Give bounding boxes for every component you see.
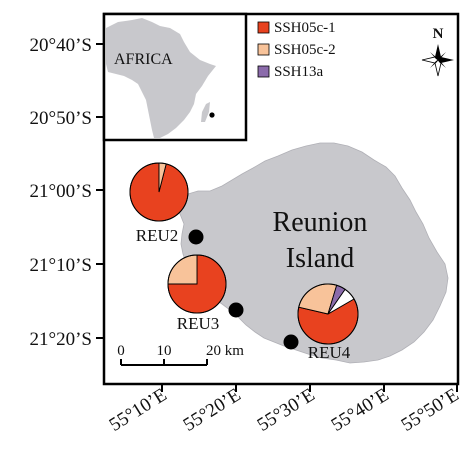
site-marker-reu4	[284, 335, 299, 350]
scale-label-20km: 20 km	[206, 343, 244, 359]
island-label-line1: Reunion	[273, 207, 368, 238]
inset-africa-label: AFRICA	[114, 51, 173, 68]
site-label-reu3: REU3	[177, 314, 220, 333]
north-label: N	[433, 26, 444, 42]
legend-label-ssh05c-2: SSH05c-2	[274, 42, 336, 58]
pie-chart-reu4	[298, 284, 358, 344]
legend-swatch-ssh13a	[258, 66, 269, 77]
site-label-reu2: REU2	[136, 226, 179, 245]
lat-label-2120: 21°20’S	[30, 329, 93, 350]
legend-swatch-ssh05c-2	[258, 44, 269, 55]
lon-label-5510: 55°10’E	[106, 384, 171, 435]
legend-swatch-ssh05c-1	[258, 22, 269, 33]
lon-label-5540: 55°40’E	[328, 384, 393, 435]
lon-label-5550: 55°50’E	[398, 384, 463, 435]
lat-label-2110: 21°10’S	[30, 255, 93, 276]
legend-label-ssh05c-1: SSH05c-1	[274, 20, 336, 36]
pie-chart-reu2	[130, 163, 188, 221]
legend-label-ssh13a: SSH13a	[274, 64, 324, 80]
site-marker-reu2	[189, 230, 204, 245]
scale-label-10: 10	[157, 343, 172, 359]
lat-label-2100: 21°00’S	[30, 181, 93, 202]
lon-label-5530: 55°30’E	[254, 384, 319, 435]
inset-reunion-marker	[209, 112, 214, 117]
pie-chart-reu3	[168, 255, 226, 313]
lon-label-5520: 55°20’E	[180, 384, 245, 435]
scale-label-0: 0	[117, 343, 125, 359]
site-label-reu4: REU4	[308, 343, 351, 362]
site-marker-reu3	[229, 303, 244, 318]
lat-label-2050: 20°50’S	[30, 108, 93, 129]
lat-label-2040: 20°40’S	[30, 35, 93, 56]
inset-map: AFRICA	[104, 14, 246, 140]
island-label-line2: Island	[286, 243, 354, 274]
